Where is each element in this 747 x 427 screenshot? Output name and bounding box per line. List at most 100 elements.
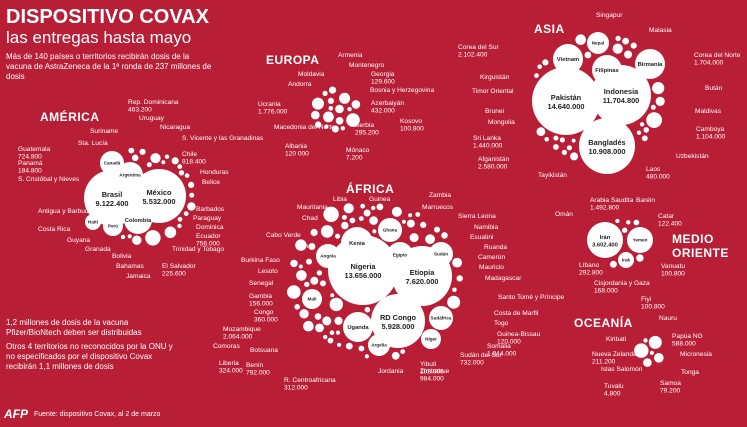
bubble-africa-small: [341, 221, 349, 230]
bubble-asia-small: [575, 34, 586, 45]
label-sri-lanka: Sri Lanka: [473, 135, 501, 142]
label-maldivas: Maldivas: [695, 108, 722, 115]
label-botsuana: Botsuana: [250, 347, 278, 354]
value-albania: 120 000: [285, 151, 309, 158]
bubble-asia-small: [559, 137, 566, 143]
bubble-haiti: [85, 214, 101, 230]
bubble-america-small: [139, 148, 146, 155]
note-other-territories: Otros 4 territorios no reconocidos por l…: [6, 342, 173, 371]
value-azerbaiyan: 432.000: [371, 108, 395, 115]
region-title-asia: ASIA: [534, 22, 565, 36]
bubble-argentina: [117, 162, 143, 188]
bubble-africa-small: [316, 270, 323, 276]
bubble-america-small: [183, 211, 189, 217]
value-congo: 360.000: [254, 317, 278, 324]
region-title-medio-oriente: MEDIO ORIENTE: [672, 232, 729, 260]
bubble-africa-small: [358, 345, 365, 352]
label-nicaragua: Nicaragua: [160, 124, 190, 131]
label-islas-salomon: Islas Salomón: [601, 366, 643, 373]
bubble-medio-oriente-small: [636, 254, 644, 262]
label-congo: Congo: [254, 309, 274, 316]
label-somalia: Somalia: [487, 343, 511, 350]
bubble-africa-small: [441, 232, 448, 239]
label-trinidad-y-tobago: Trinidad y Tobago: [172, 246, 224, 253]
bubble-africa-small: [320, 225, 334, 238]
bubble-label-sudan: Sudán: [434, 252, 448, 257]
label-sta-lucia: Sta. Lucía: [78, 140, 108, 147]
bubble-asia-small: [615, 35, 621, 42]
bubble-label-colombia: Colombia: [125, 218, 152, 224]
label-corea-del-norte: Corea del Norte: [694, 52, 741, 59]
bubble-america-small: [171, 157, 179, 165]
bubble-africa-small: [337, 342, 342, 347]
bubble-filipinas: [592, 55, 622, 85]
bubble-africa-small: [391, 351, 400, 360]
bubble-america-small: [164, 154, 170, 159]
bubble-asia-small: [542, 59, 549, 66]
bubble-america-small: [120, 234, 126, 240]
label-s-cristobal-y-nieves: S. Cristóbal y Nieves: [18, 176, 80, 183]
bubble-value-mexico: 5.532.000: [143, 197, 176, 206]
bubble-america-small: [146, 162, 152, 168]
label-ruanda: Ruanda: [484, 244, 507, 251]
value-papua-ng: 588.000: [672, 341, 696, 348]
notes: 1,2 millones de dosis de la vacuna Pfize…: [6, 318, 176, 376]
value-vanuatu: 100.800: [661, 271, 685, 278]
label-kirguistan: Kirguistán: [480, 74, 510, 81]
label-togo: Togo: [494, 320, 509, 327]
bubble-america-small: [184, 173, 190, 178]
label-nauru: Nauru: [659, 315, 677, 322]
bubble-medio-oriente-small: [622, 227, 628, 233]
label-liberia: Liberia: [219, 360, 239, 367]
bubble-america-small: [161, 160, 166, 165]
bubble-africa-small: [341, 214, 347, 220]
region-title-america: AMÉRICA: [40, 110, 100, 124]
bubble-oceania-small: [634, 343, 649, 358]
label-barein: Baréin: [636, 197, 655, 204]
bubble-label-argentina: Argentina: [119, 173, 141, 178]
bubble-africa-small: [349, 217, 356, 224]
bubble-label-vietnam: Vietnam: [557, 57, 579, 63]
bubble-africa-small: [303, 320, 314, 332]
value-gambia: 156.000: [249, 301, 273, 308]
label-suriname: Suriname: [90, 128, 119, 135]
region-title-africa: ÁFRICA: [346, 182, 395, 196]
bubble-africa-small: [372, 229, 377, 234]
bubble-africa-small: [330, 293, 335, 298]
value-kosovo: 100.800: [400, 126, 424, 133]
bubble-africa-small: [371, 205, 376, 211]
bubble-oceania-small: [643, 358, 652, 367]
bubble-america-small: [177, 164, 183, 170]
bubble-africa-small: [335, 330, 341, 335]
label-jamaica: Jamaica: [126, 273, 151, 280]
bubble-asia-small: [639, 122, 645, 127]
bubble-kenia: [341, 227, 373, 259]
bubble-africa-small: [358, 216, 364, 222]
bubble-oceania-small: [654, 353, 664, 363]
label-granada: Granada: [85, 246, 111, 253]
value-rep-dominicana: 463.200: [128, 107, 152, 114]
label-antigua-y-barbuda: Antigua y Barbuda: [38, 208, 93, 215]
bubble-africa-small: [287, 285, 301, 299]
label-kiribati: Kiribati: [606, 336, 627, 343]
label-oman: Omán: [555, 211, 573, 218]
bubble-value-nigeria: 13.656.000: [345, 271, 382, 280]
label-georgia: Georgia: [371, 71, 395, 78]
bubble-europa-small: [331, 125, 339, 133]
bubble-label-filipinas: Filipinas: [595, 68, 619, 74]
bubble-africa-small: [329, 297, 343, 312]
bubble-asia-small: [643, 127, 649, 133]
label-tayikistan: Tayikistán: [538, 172, 567, 179]
bubble-label-uganda: Uganda: [347, 325, 369, 331]
bubble-asia-small: [624, 50, 633, 59]
label-barbados: Barbados: [196, 206, 225, 213]
label-santo-tome-y-principe: Santo Tomé y Príncipe: [498, 294, 565, 301]
label-zimbabue: Zimbabue: [420, 368, 450, 375]
bubble-ghana: [378, 218, 402, 242]
bubble-america-small: [189, 192, 195, 198]
value-georgia: 129.600: [371, 79, 395, 86]
label-uzbekistan: Uzbekistán: [676, 153, 709, 160]
bubble-mali: [302, 289, 322, 309]
label-guinea: Guinea: [369, 196, 391, 203]
label-azerbaiyan: Azerbaiyán: [371, 100, 404, 107]
